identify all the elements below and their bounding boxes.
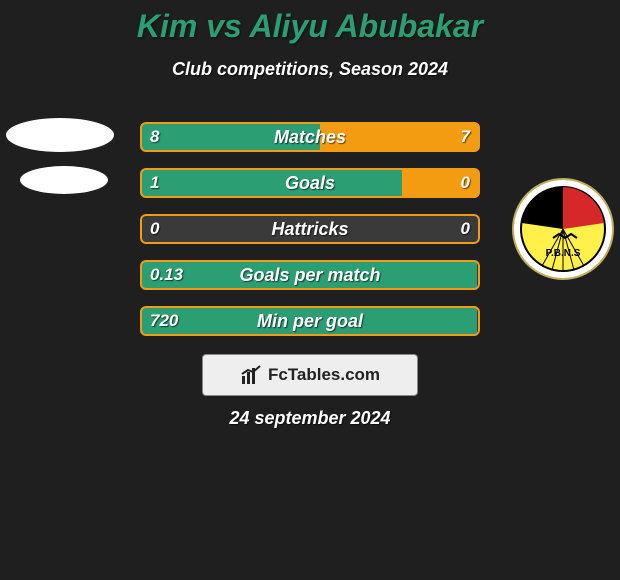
page-title: Kim vs Aliyu Abubakar bbox=[0, 0, 620, 45]
player1-avatar bbox=[6, 118, 114, 152]
date-text: 24 september 2024 bbox=[0, 408, 620, 429]
stat-row: 00Hattricks bbox=[140, 214, 480, 244]
avatar-ellipse-1 bbox=[6, 118, 114, 152]
stat-label: Goals bbox=[140, 168, 480, 198]
watermark-text: FcTables.com bbox=[268, 365, 380, 385]
stat-label: Hattricks bbox=[140, 214, 480, 244]
stat-row: 720Min per goal bbox=[140, 306, 480, 336]
stat-row: 10Goals bbox=[140, 168, 480, 198]
badge-text: P.B.N.S bbox=[546, 248, 581, 259]
stat-label: Matches bbox=[140, 122, 480, 152]
stats-container: 87Matches 10Goals 00Hattricks 0.13Goals per… bbox=[140, 122, 480, 352]
watermark: FcTables.com bbox=[202, 354, 418, 396]
badge-svg: P.B.N.S bbox=[512, 178, 614, 280]
avatar-ellipse-2 bbox=[20, 166, 108, 194]
stat-label: Goals per match bbox=[140, 260, 480, 290]
club-badge: P.B.N.S bbox=[512, 178, 614, 280]
stat-row: 0.13Goals per match bbox=[140, 260, 480, 290]
chart-icon bbox=[240, 364, 262, 386]
subtitle: Club competitions, Season 2024 bbox=[0, 59, 620, 80]
player2-badge: P.B.N.S bbox=[512, 178, 614, 280]
comparison-card: Kim vs Aliyu Abubakar Club competitions,… bbox=[0, 0, 620, 580]
stat-row: 87Matches bbox=[140, 122, 480, 152]
stat-label: Min per goal bbox=[140, 306, 480, 336]
